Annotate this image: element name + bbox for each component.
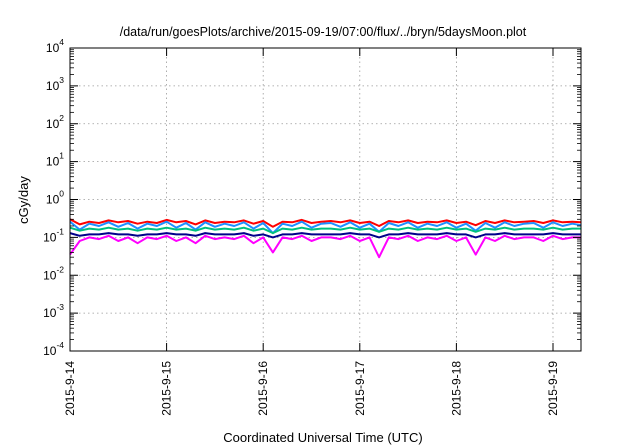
y-tick-label: 104	[46, 37, 64, 55]
y-tick-exponent: -1	[56, 226, 64, 236]
y-tick-exponent: -2	[56, 264, 64, 274]
y-tick-base: 10	[46, 155, 60, 169]
y-tick-label: 101	[46, 151, 64, 169]
x-tick-label: 2015-9-18	[449, 361, 463, 416]
y-tick-label: 102	[46, 113, 64, 131]
plot-series	[69, 218, 582, 259]
y-tick-label: 100	[46, 189, 64, 207]
y-tick-base: 10	[46, 41, 60, 55]
chart-title: /data/run/goesPlots/archive/2015-09-19/0…	[120, 25, 527, 39]
x-tick-label: 2015-9-15	[160, 361, 174, 416]
x-tick-label: 2015-9-19	[546, 361, 560, 416]
y-tick-label: 10-2	[43, 264, 64, 282]
y-tick-label: 103	[46, 75, 64, 93]
y-tick-exponent: -3	[56, 302, 64, 312]
x-tick-label: 2015-9-16	[256, 361, 270, 416]
y-tick-base: 10	[43, 306, 57, 320]
y-tick-label: 10-3	[43, 302, 64, 320]
x-axis-label: Coordinated Universal Time (UTC)	[223, 430, 422, 445]
y-tick-base: 10	[43, 268, 57, 282]
y-tick-label: 10-1	[43, 226, 64, 244]
y-tick-exponent: 4	[59, 37, 64, 47]
y-tick-exponent: -4	[56, 340, 64, 350]
series-line-1	[69, 218, 582, 228]
y-tick-exponent: 2	[59, 113, 64, 123]
series-line-2	[69, 220, 582, 235]
y-tick-exponent: 1	[59, 151, 64, 161]
y-tick-exponent: 0	[59, 189, 64, 199]
x-tick-label: 2015-9-14	[63, 361, 77, 416]
y-tick-base: 10	[46, 193, 60, 207]
y-tick-label: 10-4	[43, 340, 64, 358]
x-axis: 2015-9-14 2015-9-15 2015-9-16 2015-9-17 2015…	[63, 48, 560, 416]
y-tick-base: 10	[43, 344, 57, 358]
y-tick-base: 10	[43, 230, 57, 244]
y-axis-label: cGy/day	[16, 176, 31, 224]
x-tick-label: 2015-9-17	[353, 361, 367, 416]
series-line-4	[69, 232, 581, 239]
series-line-3	[69, 226, 581, 235]
y-tick-base: 10	[46, 79, 60, 93]
series-line-5	[69, 234, 581, 259]
grid	[70, 48, 581, 351]
y-tick-base: 10	[46, 117, 60, 131]
y-tick-exponent: 3	[59, 75, 64, 85]
